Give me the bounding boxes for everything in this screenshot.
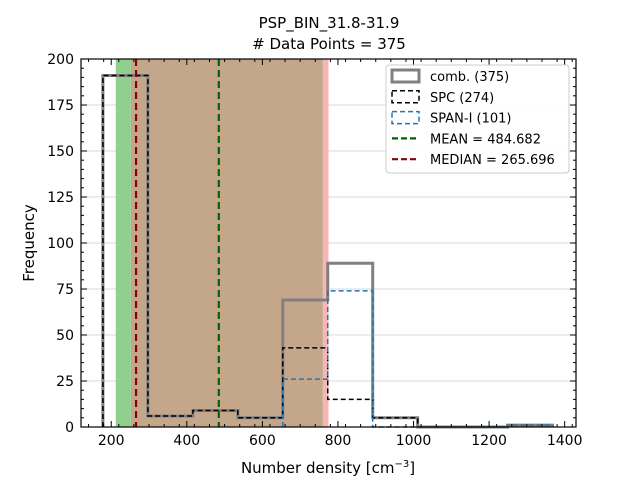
y-tick-label-1: 25: [56, 374, 74, 390]
x-axis-label: Number density [cm−3]: [241, 459, 415, 477]
x-tick-label-6: 1400: [547, 433, 583, 449]
legend-swatch-0: [390, 68, 421, 84]
shaded-region-0: [115, 59, 131, 427]
y-tick-label-8: 200: [47, 52, 74, 68]
legend-swatch-1: [391, 90, 420, 104]
y-tick-label-7: 175: [47, 98, 74, 114]
shaded-region-2: [130, 59, 323, 427]
y-tick-label-2: 50: [56, 328, 74, 344]
legend-label-3: MEAN = 484.682: [430, 132, 541, 147]
legend-box: [385, 64, 570, 174]
legend: comb. (375) SPC (274) SPAN-I (101) MEAN = 4…: [385, 64, 570, 174]
y-axis-label: Frequency: [20, 204, 38, 282]
y-tick-label-5: 125: [47, 190, 74, 206]
chart-title: PSP_BIN_31.8-31.9: [259, 14, 400, 33]
legend-label-2: SPAN-I (101): [430, 112, 512, 127]
x-tick-label-3: 800: [325, 433, 352, 449]
legend-label-0: comb. (375): [430, 70, 509, 85]
legend-swatch-2: [391, 110, 420, 125]
legend-label-4: MEDIAN = 265.696: [430, 153, 555, 168]
y-tick-label-4: 100: [47, 236, 74, 252]
chart-subtitle: # Data Points = 375: [252, 35, 406, 53]
legend-label-1: SPC (274): [430, 91, 494, 106]
series-1-step: [102, 74, 419, 427]
y-tick-label-6: 150: [47, 144, 74, 160]
x-tick-label-2: 600: [249, 433, 276, 449]
shaded-region-1: [322, 59, 329, 427]
stat-lines: [134, 59, 220, 427]
shaded-regions: [115, 59, 329, 427]
axes: 200 400 600 800 1000 1200 1400 0 25 50 75 100 125 150…: [47, 52, 582, 449]
y-tick-label-0: 0: [65, 420, 74, 436]
y-tick-label-3: 75: [56, 282, 74, 298]
x-tick-label-1: 400: [173, 433, 200, 449]
x-tick-label-0: 200: [98, 433, 125, 449]
x-tick-label-5: 1200: [471, 433, 507, 449]
x-tick-label-4: 1000: [396, 433, 432, 449]
